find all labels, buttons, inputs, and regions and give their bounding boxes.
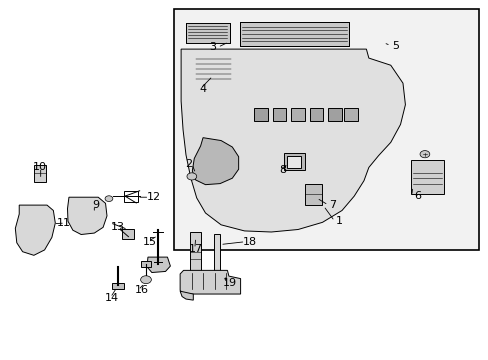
Circle shape (419, 150, 429, 158)
Text: 17: 17 (188, 244, 203, 254)
Text: 10: 10 (33, 162, 47, 172)
Text: 19: 19 (223, 278, 237, 288)
Bar (291, 108, 305, 121)
Bar (344, 108, 357, 121)
Bar (272, 108, 286, 121)
Text: 11: 11 (57, 218, 71, 228)
Text: 2: 2 (184, 159, 192, 169)
Bar (112, 283, 123, 289)
Bar (185, 23, 229, 42)
Bar (189, 232, 200, 279)
Circle shape (141, 276, 151, 284)
Polygon shape (147, 257, 170, 273)
Text: 16: 16 (135, 285, 149, 295)
Bar (122, 229, 134, 239)
Bar (254, 108, 267, 121)
Text: 4: 4 (199, 84, 206, 94)
Polygon shape (181, 49, 405, 232)
Text: 12: 12 (147, 192, 161, 202)
Bar (284, 153, 305, 170)
Bar (287, 156, 301, 168)
Text: 13: 13 (110, 222, 124, 232)
Polygon shape (180, 291, 193, 300)
Bar (328, 108, 341, 121)
Bar (305, 184, 321, 205)
Text: 18: 18 (243, 237, 257, 247)
Bar (124, 191, 138, 202)
Polygon shape (180, 270, 240, 294)
Text: 6: 6 (413, 191, 420, 201)
Bar (34, 165, 46, 182)
Text: 7: 7 (328, 200, 335, 210)
Text: 3: 3 (209, 42, 216, 52)
Bar (239, 22, 348, 45)
Text: 9: 9 (92, 200, 99, 210)
Text: 5: 5 (391, 41, 398, 50)
Bar (214, 234, 220, 276)
Polygon shape (192, 138, 238, 185)
Text: 8: 8 (278, 165, 285, 175)
Text: 1: 1 (335, 216, 343, 226)
Bar (173, 9, 478, 250)
Text: 14: 14 (104, 293, 119, 303)
Bar (191, 54, 234, 83)
Bar (309, 108, 323, 121)
Polygon shape (15, 205, 55, 255)
Circle shape (186, 173, 196, 180)
Circle shape (105, 196, 113, 202)
Text: 15: 15 (142, 237, 156, 247)
Bar (410, 160, 444, 194)
Bar (239, 22, 348, 45)
Polygon shape (67, 197, 107, 234)
Bar (141, 261, 151, 267)
